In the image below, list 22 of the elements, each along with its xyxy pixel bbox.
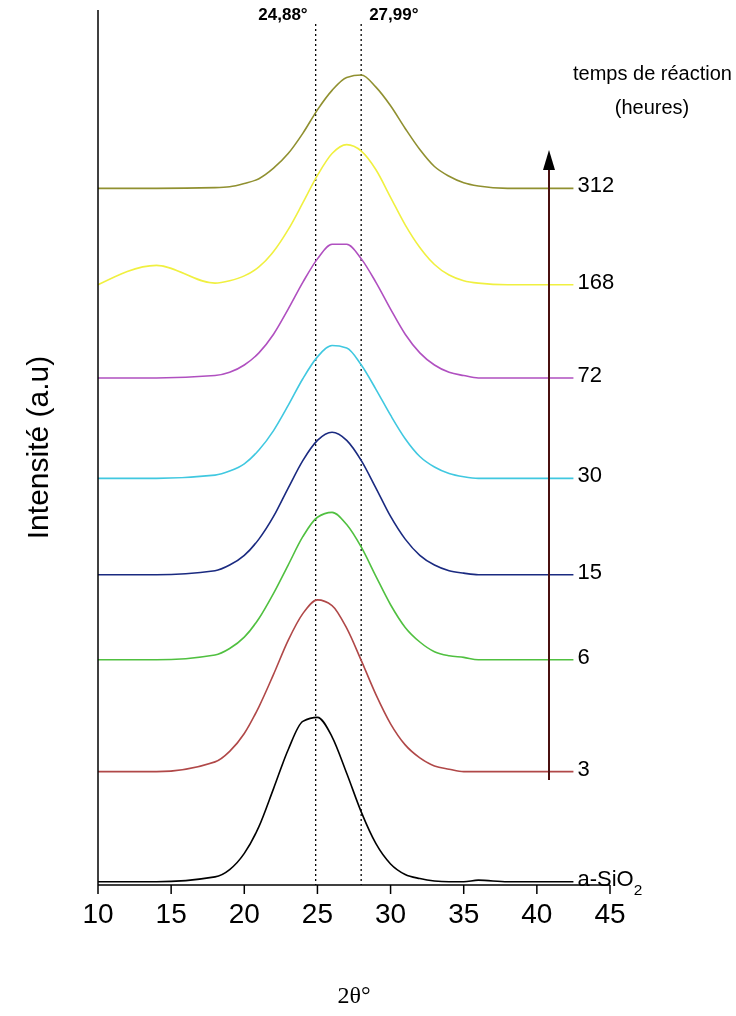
series-label: a-SiO$_{2}$ xyxy=(577,865,643,898)
x-axis-title: 2θ° xyxy=(337,982,371,1008)
x-tick-label: 40 xyxy=(521,898,553,929)
series-label: 168 xyxy=(577,268,615,294)
text: (heures) xyxy=(614,96,690,118)
series-label: 30 xyxy=(577,462,602,488)
x-tick-label: 25 xyxy=(301,898,334,929)
x-tick-label: 35 xyxy=(448,898,480,929)
x-tick-label: 45 xyxy=(594,898,626,929)
series-label: 312 xyxy=(577,172,615,198)
x-tick-label: 20 xyxy=(228,898,260,929)
x-tick-label: 10 xyxy=(82,898,114,929)
x-tick-label: 15 xyxy=(155,898,187,929)
ref-line-label: 24,88° xyxy=(258,5,308,24)
series-label: 6 xyxy=(577,643,590,669)
y-axis-title: Intensité (a.u) xyxy=(21,355,54,540)
series-label: 15 xyxy=(577,558,602,584)
series-label: 3 xyxy=(577,755,590,781)
annotation: temps de réaction xyxy=(573,62,732,84)
series-label: 72 xyxy=(577,361,602,387)
x-tick-label: 30 xyxy=(374,898,407,929)
ref-line-label: 27,99° xyxy=(369,5,419,24)
